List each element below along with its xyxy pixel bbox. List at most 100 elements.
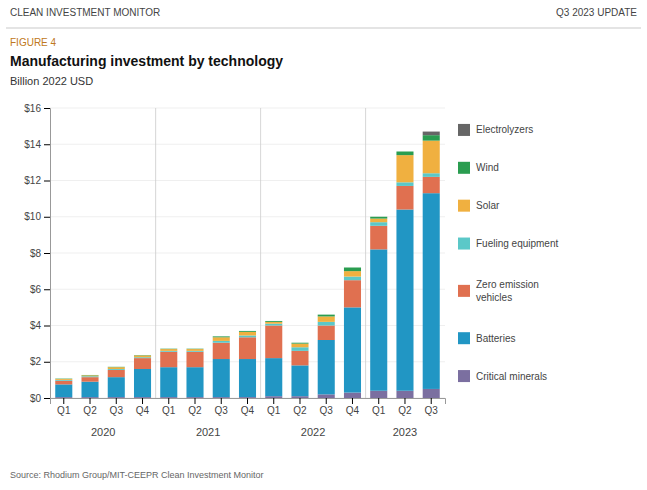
bar [370, 219, 387, 223]
x-tick: Q2 [83, 398, 97, 416]
bar [318, 314, 335, 315]
bar [160, 349, 177, 351]
y-axis: $0 $2 $4 $6 $8 $10 $12 $14 $16 [24, 103, 50, 404]
y-tick-label: $2 [30, 356, 42, 367]
legend-item: Solar [458, 200, 500, 212]
bar [160, 348, 177, 349]
bar [344, 271, 361, 276]
bar [55, 381, 72, 385]
bar [239, 359, 256, 397]
bar [344, 307, 361, 392]
bar [239, 332, 256, 336]
bar [160, 367, 177, 397]
bar [265, 320, 282, 321]
chart: CLEAN INVESTMENT MONITORQ3 2023 UPDATEFI… [0, 0, 647, 490]
bar [291, 396, 308, 398]
plot: $0$2$4$6$8$10$12$14$16Q1Q2Q3Q4Q1Q2Q3Q4Q1… [24, 103, 445, 438]
y-tick-label: $0 [30, 393, 42, 404]
x-tick: Q4 [136, 398, 150, 416]
series [55, 173, 440, 381]
x-tick-mark [352, 398, 353, 404]
bar [291, 365, 308, 396]
bar [239, 337, 256, 359]
bar [81, 382, 98, 397]
bar [134, 369, 151, 397]
bar [344, 280, 361, 307]
bar [81, 374, 98, 375]
x-tick-mark [431, 398, 432, 404]
bar [108, 366, 125, 367]
x-tick: Q3 [110, 398, 124, 416]
bar [396, 151, 413, 152]
y-tick: $12 [24, 175, 50, 186]
y-tick-label: $10 [24, 211, 41, 222]
bar [81, 376, 98, 378]
bar [108, 377, 125, 397]
x-tick-label: Q2 [293, 405, 307, 416]
x-tick: Q4 [241, 398, 255, 416]
x-tick: Q1 [372, 398, 386, 416]
y-tick-mark [44, 217, 50, 218]
bar [265, 324, 282, 326]
bar [423, 135, 440, 140]
x-tick: Q2 [188, 398, 202, 416]
bar [396, 391, 413, 398]
y-tick-mark [44, 181, 50, 182]
bar [370, 217, 387, 219]
bar [344, 393, 361, 398]
legend-swatch [458, 162, 470, 174]
y-tick-label: $16 [24, 103, 41, 114]
x-tick-mark [378, 398, 379, 404]
y-tick-label: $14 [24, 139, 41, 150]
bar [81, 375, 98, 377]
bar [344, 267, 361, 268]
legend-item: Zero emissionvehicles [458, 279, 539, 303]
bar [318, 322, 335, 326]
subtitle: Billion 2022 USD [10, 75, 93, 87]
y-tick-mark [44, 326, 50, 327]
year-label: 2020 [91, 426, 115, 438]
grid-line [50, 144, 445, 145]
bar [370, 249, 387, 390]
legend-label: Batteries [476, 333, 515, 344]
y-tick-mark [44, 362, 50, 363]
bar [213, 336, 230, 338]
x-tick-mark [273, 398, 274, 404]
legend-label: Electrolyzers [476, 124, 533, 135]
x-tick-mark [116, 398, 117, 404]
bar [81, 374, 98, 375]
y-tick: $8 [30, 248, 50, 259]
legend-item: Fueling equipment [458, 238, 558, 250]
series [423, 132, 440, 136]
y-tick-label: $4 [30, 320, 42, 331]
series [55, 135, 440, 379]
y-tick-mark [44, 144, 50, 145]
series [55, 193, 440, 397]
y-tick-label: $6 [30, 284, 42, 295]
legend-swatch [458, 332, 470, 344]
bar [318, 315, 335, 317]
year-label: 2022 [301, 426, 325, 438]
y-tick: $10 [24, 211, 50, 222]
bar [370, 216, 387, 217]
bar [186, 367, 203, 397]
bar [396, 182, 413, 186]
bar [239, 330, 256, 332]
x-axis-line [51, 399, 446, 405]
x-tick: Q3 [425, 398, 439, 416]
bar [396, 186, 413, 210]
bar [423, 173, 440, 177]
bar [423, 193, 440, 389]
x-tick: Q3 [215, 398, 229, 416]
bar [423, 389, 440, 398]
bar [239, 330, 256, 331]
x-axis: Q1Q2Q3Q4Q1Q2Q3Q4Q1Q2Q3Q4Q1Q2Q3 [51, 398, 446, 416]
x-tick-mark [299, 398, 300, 404]
legend-swatch [458, 285, 470, 297]
x-tick-label: Q3 [215, 405, 229, 416]
y-tick: $6 [30, 284, 50, 295]
bar [55, 378, 72, 379]
bar [370, 391, 387, 398]
bar [291, 351, 308, 366]
y-tick-mark [44, 398, 50, 399]
